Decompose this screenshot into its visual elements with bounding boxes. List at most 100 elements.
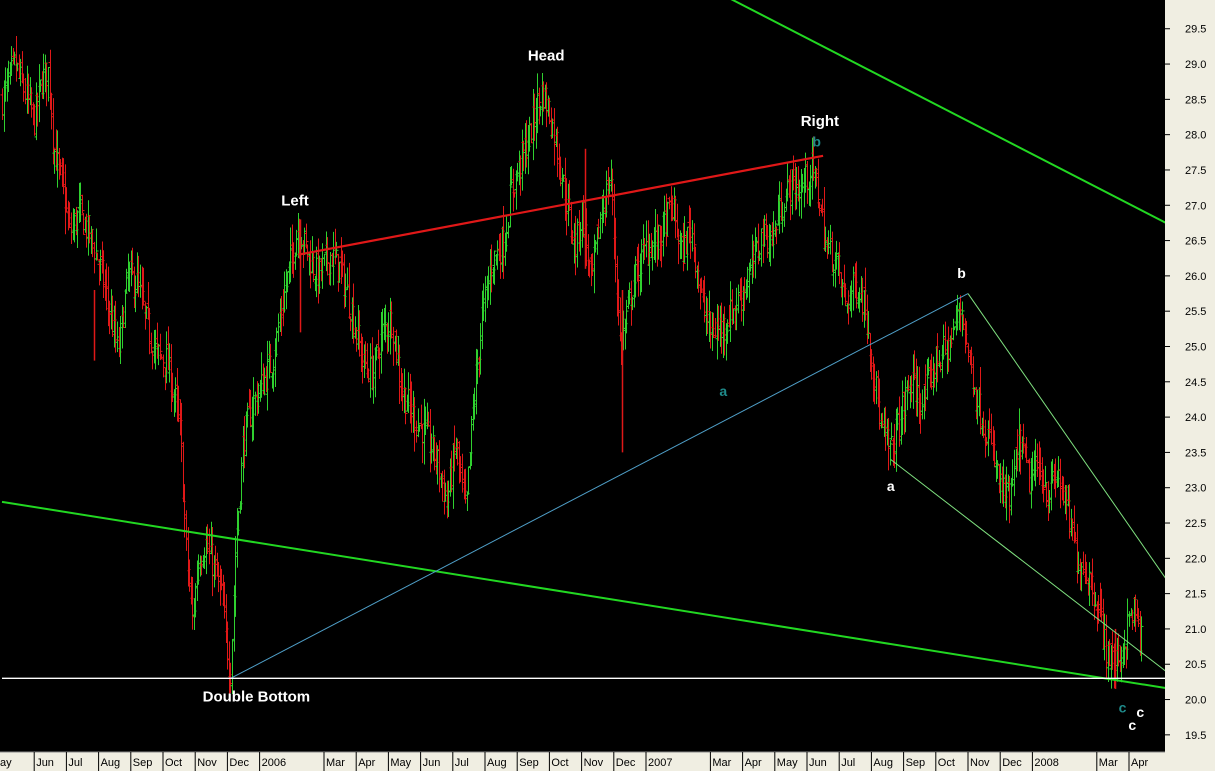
ohlc-bar-709 [1087,562,1092,607]
ytick-label-8: 23.5 [1185,447,1206,459]
ytick-label-20: 29.5 [1185,24,1206,36]
ytick-label-18: 28.5 [1185,94,1206,106]
ohlc-bar-105 [161,354,166,378]
price-bars [0,36,1144,695]
ytick-label-2: 20.5 [1185,659,1206,671]
annotation-9: c [1136,704,1144,720]
x-axis-background [0,752,1215,771]
ytick-label-11: 25.0 [1185,341,1206,353]
xtick-label-24: Jul [841,757,855,769]
ohlc-bar-175 [268,343,273,373]
ohlc-bar-603 [925,358,930,401]
ytick-label-10: 24.5 [1185,377,1206,389]
ohlc-bar-444 [681,222,686,272]
xtick-label-31: Mar [1099,757,1118,769]
xtick-label-7: Dec [229,757,249,769]
x-axis-panel[interactable]: ay Jun Jul Aug Sep Oct Nov Dec 2006 Mar Apr May Jun J… [0,751,1215,771]
xtick-label-32: Apr [1131,757,1148,769]
ohlc-bar-365 [560,167,565,199]
trendlines [1,0,1194,694]
ohlc-bar-61 [94,228,99,261]
xtick-label-26: Sep [906,757,926,769]
ohlc-bar-580 [889,422,894,440]
ohlc-bar-433 [664,193,669,247]
ohlc-bar-97 [149,332,154,354]
ohlc-bar-629 [964,320,969,345]
y-axis-panel[interactable]: 19.5 20.0 20.5 21.0 21.5 22.0 22.5 23.0 23.5 24.0… [1165,0,1215,771]
xtick-label-25: Aug [873,757,893,769]
ohlc-bar-331 [508,167,513,227]
annotation-8: c [1119,699,1127,715]
ohlc-bar-263 [403,387,408,425]
ohlc-bar-281 [431,425,436,462]
ytick-label-17: 28.0 [1185,130,1206,142]
upper-trendline [730,0,1194,238]
xtick-label-12: Jun [423,757,441,769]
ytick-label-13: 26.0 [1185,271,1206,283]
ytick-label-14: 26.5 [1185,236,1206,248]
ytick-label-0: 19.5 [1185,730,1206,742]
ytick-label-7: 23.0 [1185,483,1206,495]
xtick-label-29: Dec [1002,757,1022,769]
xtick-label-9: Mar [326,757,345,769]
xtick-label-20: Mar [712,757,731,769]
xtick-label-22: May [777,757,798,769]
ohlc-bar-395 [606,167,611,205]
annotation-10: c [1128,717,1136,733]
xtick-label-6: Nov [197,757,217,769]
ohlc-bar-550 [843,283,848,306]
annotation-5: a [719,383,727,399]
ytick-label-3: 21.0 [1185,624,1206,636]
xtick-label-15: Sep [519,757,539,769]
ohlc-bar-451 [692,223,697,263]
ytick-label-9: 24.0 [1185,412,1206,424]
ytick-label-4: 21.5 [1185,589,1206,601]
xtick-label-4: Sep [133,757,153,769]
ohlc-bar-226 [347,262,352,319]
xtick-label-8: 2006 [262,757,286,769]
ohlc-bar-92 [141,267,146,306]
ohlc-bar-53 [81,212,86,235]
neckline [298,154,824,256]
ytick-label-12: 25.5 [1185,306,1206,318]
annotation-4: b [812,134,821,150]
ohlc-bar-330 [506,221,511,239]
y-axis-background [1165,0,1215,771]
xtick-label-19: 2007 [648,757,672,769]
annotation-6: b [957,265,966,281]
lower-trendline [1,500,1194,694]
plot-background [0,0,1165,752]
ytick-label-16: 27.5 [1185,165,1206,177]
ohlc-bar-407 [624,299,629,334]
xtick-label-18: Dec [616,757,636,769]
ytick-label-19: 29.0 [1185,59,1206,71]
ytick-label-1: 20.0 [1185,695,1206,707]
ohlc-bar-350 [537,87,542,125]
xtick-label-1: Jun [36,757,54,769]
annotation-0: Head [528,48,565,65]
annotation-1: Left [281,192,309,209]
ytick-label-15: 27.0 [1185,200,1206,212]
ohlc-bar-505 [774,226,779,245]
annotation-2: Right [801,113,839,130]
xtick-label-16: Oct [551,757,568,769]
ohlc-bar-203 [311,252,316,282]
ytick-label-6: 22.5 [1185,518,1206,530]
ohlc-bar-579 [888,440,893,466]
xtick-label-23: Jun [809,757,827,769]
xtick-label-28: Nov [970,757,990,769]
xtick-label-3: Aug [101,757,121,769]
ohlc-bar-532 [816,158,821,209]
xtick-label-13: Jul [455,757,469,769]
xtick-label-27: Oct [938,757,955,769]
xtick-label-14: Aug [487,757,507,769]
annotation-3: Double Bottom [203,689,310,706]
ohlc-bar-680 [1043,465,1048,488]
ohlc-bar-626 [960,301,965,337]
x-axis-ticks: ay Jun Jul Aug Sep Oct Nov Dec 2006 Mar Apr May Jun J… [0,752,1148,771]
ytick-label-5: 22.0 [1185,553,1206,565]
annotation-7: a [887,478,895,494]
channel-bottom [890,459,1194,693]
annotations: Head Left Right Double Bottom b a b a c cc [203,48,1145,733]
